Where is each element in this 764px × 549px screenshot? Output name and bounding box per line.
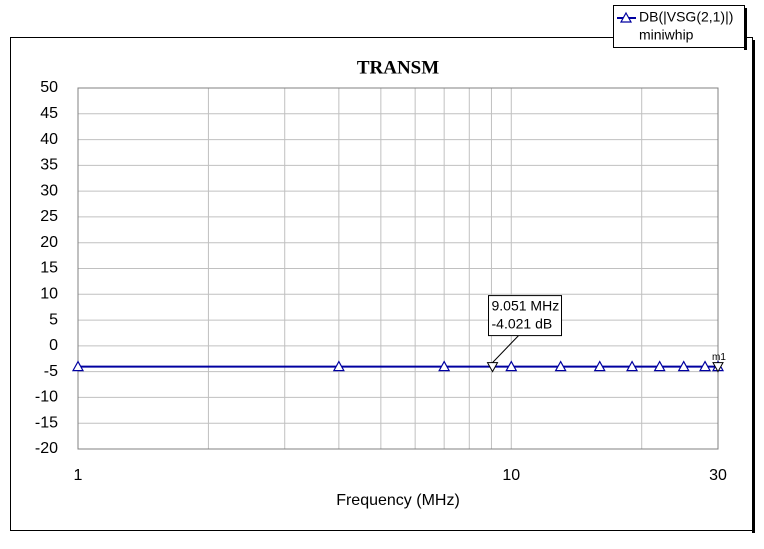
y-tick-label: -15 [35, 414, 58, 431]
data-point [438, 360, 451, 372]
legend [613, 5, 745, 48]
data-point [698, 360, 712, 372]
legend-sublabel: miniwhip [639, 27, 694, 43]
data-point [505, 360, 518, 372]
marker [712, 362, 724, 373]
y-tick-label: 40 [40, 131, 58, 148]
marker-box [488, 295, 563, 337]
y-tick-label: -10 [35, 389, 58, 406]
y-tick-label: 10 [40, 286, 58, 303]
x-tick-label: 1 [74, 467, 83, 484]
legend-shadow [744, 8, 747, 50]
data-point [593, 360, 606, 372]
x-tick-label: 30 [709, 467, 727, 484]
y-tick-label: 20 [40, 234, 58, 251]
data-point [626, 360, 639, 372]
data-point [332, 360, 345, 372]
y-tick-label: 45 [40, 105, 58, 122]
legend-symbol [619, 11, 633, 23]
frame-shadow [752, 40, 755, 533]
marker-text: 9.051 MHz [492, 297, 560, 313]
data-point [653, 360, 666, 372]
x-tick-label: 10 [502, 467, 520, 484]
x-axis-label: Frequency (MHz) [336, 492, 460, 509]
y-tick-label: -5 [44, 363, 58, 380]
y-tick-label: 25 [40, 208, 58, 225]
y-tick-label: 15 [40, 260, 58, 277]
data-point [554, 360, 567, 372]
y-tick-label: 50 [40, 79, 58, 96]
y-tick-label: 5 [49, 311, 58, 328]
data-point [71, 360, 85, 372]
plot-border [77, 87, 719, 450]
data-point [677, 360, 690, 372]
y-tick-label: 30 [40, 182, 58, 199]
marker-text: -4.021 dB [492, 315, 553, 331]
marker-name: m1 [712, 352, 726, 363]
legend-label: DB(|VSG(2,1)|) [639, 9, 733, 25]
y-tick-label: 0 [49, 337, 58, 354]
chart-title: TRANSM [357, 57, 439, 78]
y-tick-label: -20 [35, 440, 58, 457]
marker-leader [492, 335, 519, 363]
y-tick-label: 35 [40, 157, 58, 174]
